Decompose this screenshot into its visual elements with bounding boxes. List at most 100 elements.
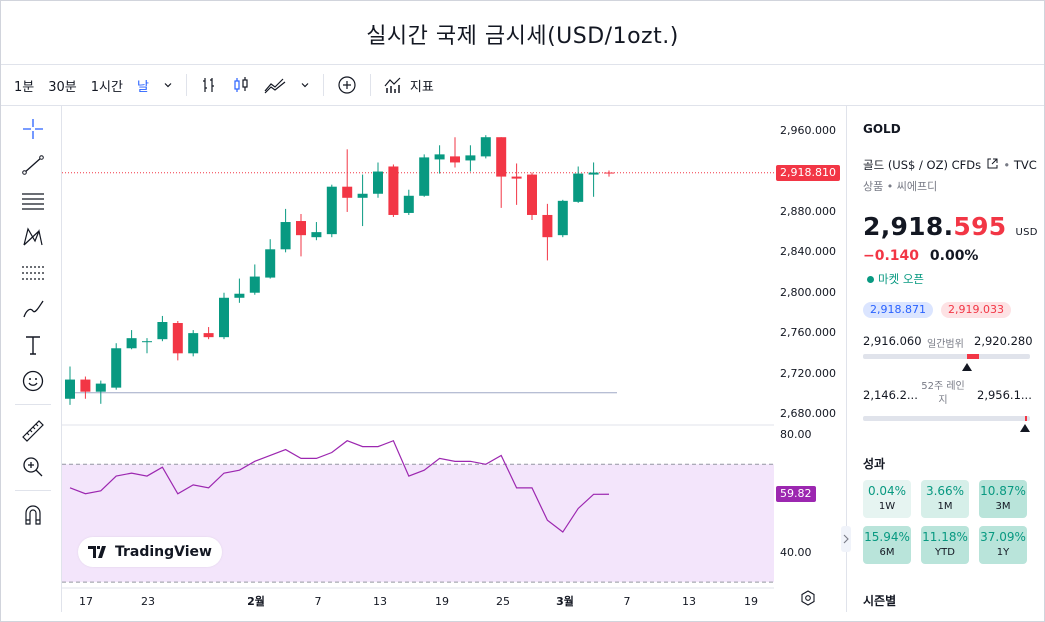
day-high: 2,920.280 [974,334,1033,348]
x-tick-label: 13 [373,595,387,608]
interval-1h-button[interactable]: 1시간 [90,79,123,95]
status-dot [867,276,874,283]
x-tick-label: 13 [682,595,696,608]
external-link-icon[interactable] [987,158,998,169]
brush-icon[interactable] [20,296,46,322]
day-range-label: 일간범위 [927,339,964,350]
y-tick-label: 2,960.000 [780,124,836,138]
text-icon[interactable] [20,332,46,358]
candle-body [588,172,599,175]
week52-low: 2,146.2... [863,388,918,402]
perf-label: 6M [879,547,895,558]
candle-body [450,156,460,163]
symbol-info-panel: GOLD 골드 (US$ / OZ) CFDs • TVC 상품 • 씨에프디 … [841,106,1045,612]
candle-body [388,166,399,215]
tradingview-logo-icon [88,546,106,558]
candle-body [80,379,91,392]
chevron-down-icon[interactable] [156,69,180,101]
x-tick-label: 19 [744,595,758,608]
candle-body [311,232,322,238]
candlestick-chart[interactable]: 17 23 2월 7 13 19 25 3월 7 13 19 [62,106,774,612]
perf-value: 10.87% [980,484,1026,498]
day-range-marker-icon [962,363,972,371]
candle-body [219,297,229,338]
chart-toolbar: 1분 30분 1시간 날 지표 [1,64,1044,106]
candle-body [203,333,214,338]
watermark-text: TradingView [115,544,212,560]
candle-body [480,137,491,157]
rsi-line [69,439,610,533]
x-tick-label: 17 [79,595,93,608]
candle-body [419,157,430,196]
candle-body [434,154,445,160]
rsi-y-tick-label: 80.00 [780,427,812,441]
tradingview-watermark: TradingView [78,537,222,567]
candle-body [95,383,106,392]
x-tick-label: 7 [315,595,322,608]
pattern-icon[interactable] [20,224,46,250]
perf-label: YTD [935,547,955,558]
symbol-description: 골드 (US$ / OZ) CFDs • TVC [863,158,1037,172]
candle-body [142,341,152,343]
y-tick-label: 2,800.000 [780,285,836,299]
market-status-text: 마켓 오픈 [878,272,924,286]
crosshair-icon[interactable] [20,116,46,142]
area-chart-type-icon[interactable] [257,69,293,101]
perf-label: 1M [937,501,953,512]
perf-label: 3M [995,501,1011,512]
forecast-icon[interactable] [20,260,46,286]
last-price-label: 2,918.810 [776,164,840,181]
interval-30m-button[interactable]: 30분 [48,79,77,95]
y-tick-label: 2,840.000 [780,245,836,259]
trend-line-icon[interactable] [20,152,46,178]
ruler-icon[interactable] [20,418,46,444]
fib-lines-icon[interactable] [20,188,46,214]
gear-icon[interactable] [800,590,816,610]
interval-1m-button[interactable]: 1분 [14,79,35,95]
perf-value: 3.66% [925,484,965,498]
x-tick-label: 19 [435,595,449,608]
candle-body [326,186,337,235]
candle-body [604,172,614,174]
candle-body [265,249,276,278]
chevron-right-icon [843,534,849,544]
ask-badge: 2,919.033 [941,302,1011,318]
candle-body [403,195,414,213]
candle-body [542,214,553,238]
perf-1w: 0.04% 1W [863,480,911,518]
collapse-panel-button[interactable] [841,526,851,552]
week52-label: 52주 레인지 [921,381,965,406]
price-currency: USD [1015,227,1038,238]
candle-body [65,379,75,399]
perf-label: 1Y [996,547,1010,558]
price-chart[interactable]: 17 23 2월 7 13 19 25 3월 7 13 19 TradingView 2,960.0… [62,106,840,612]
candle-body [557,200,568,236]
candle-body [172,323,183,354]
bar-chart-type-icon[interactable] [193,69,225,101]
x-tick-label: 7 [624,595,631,608]
symbol-category: 상품 • 씨에프디 [863,180,938,193]
perf-1y: 37.09% 1Y [979,526,1027,564]
smiley-icon[interactable] [20,368,46,394]
magnet-icon[interactable] [20,502,46,528]
perf-value: 0.04% [867,484,907,498]
compare-plus-icon[interactable] [330,69,364,101]
day-low: 2,916.060 [863,334,922,348]
interval-day-button[interactable]: 날 [136,79,149,95]
toolbar-divider [15,490,51,491]
perf-value: 37.09% [980,530,1026,544]
performance-title: 성과 [863,457,886,471]
candle-body [188,333,199,354]
indicators-button[interactable]: 지표 [377,69,441,101]
candle-chart-type-icon[interactable] [225,69,257,101]
seasonal-title: 시즌별 [863,594,897,608]
candle-body [511,176,522,179]
rsi-y-tick-label: 40.00 [780,545,812,559]
candle-body [342,186,353,198]
y-tick-label: 2,760.000 [780,326,836,340]
perf-ytd: 11.18% YTD [921,526,969,564]
zoom-in-icon[interactable] [20,454,46,480]
day-range-fill [967,354,979,359]
price-tail: 595 [953,212,1007,241]
chevron-down-icon[interactable] [293,69,317,101]
